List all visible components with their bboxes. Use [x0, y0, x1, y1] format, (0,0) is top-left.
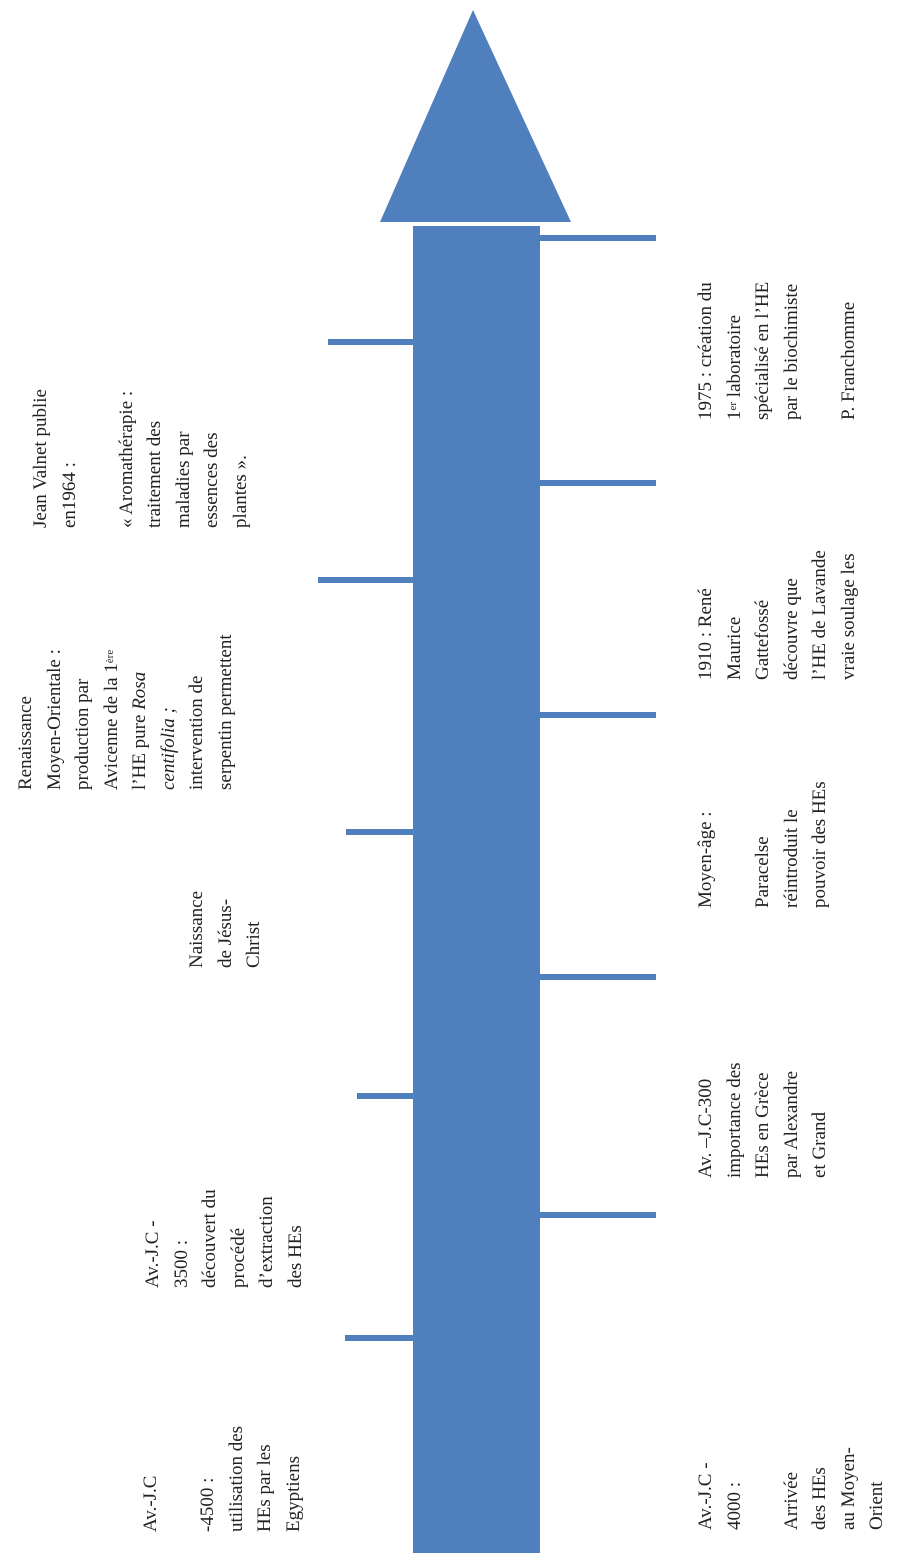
event-1975-spacer [806, 215, 835, 420]
event-valnet-line7: plantes ». [229, 455, 251, 528]
timeline-arrow-shaft [413, 226, 540, 1553]
event-moyen-age-spacer [721, 708, 750, 908]
event-renaissance-line5: l’HE pure Rosa [129, 671, 150, 790]
event-label-valnet: Jean Valnet publie en1964 : « Aromathéra… [27, 323, 287, 528]
event-1910-line1: 1910 : René [695, 588, 716, 680]
event-renaissance-line8: serpentin permettent [214, 634, 236, 790]
event-3500-line2: 3500 : [170, 1239, 192, 1288]
event-1975-line4: par le biochimiste [780, 283, 802, 420]
event-4000-spacer [749, 1300, 778, 1530]
event-3500-line5: d’extraction [256, 1196, 277, 1288]
event-4500-line1: utilisation des [225, 1425, 247, 1532]
event-valnet-line4: traitement des [144, 420, 165, 528]
event-300-line1: Av. –J.C-300 [695, 1078, 716, 1178]
event-3500-line4: procédé [227, 1227, 249, 1288]
event-label-renaissance: Renaissance Moyen-Orientale : production… [12, 590, 274, 790]
event-naissance-line1: Naissance [186, 890, 207, 968]
event-300-line3: HEs en Grèce [752, 1072, 773, 1178]
event-3500-line6: des HEs [284, 1225, 306, 1288]
event-3500-line3: découvert du [199, 1189, 220, 1288]
event-label-1975: 1975 : création du 1er laboratoire spéci… [692, 215, 877, 420]
event-valnet-line6: essences des [201, 432, 222, 529]
event-naissance-line2: de Jésus- [214, 898, 236, 968]
event-4500-line3: Egyptiens [282, 1456, 304, 1532]
event-naissance-line3: Christ [243, 921, 264, 968]
event-4500-line2: HEs par les [254, 1444, 275, 1532]
event-renaissance-line3: production par [72, 678, 93, 790]
event-4500-year: -4500 : [197, 1477, 218, 1532]
event-1910-line6: vraie soulage les [837, 553, 859, 680]
event-1975-line1: 1975 : création du [695, 282, 716, 420]
event-label-4000: Av.-J.C - 4000 : Arrivée des HEs au Moye… [692, 1300, 887, 1530]
event-moyen-age-line3: réintroduit le [780, 809, 802, 908]
event-1975-line3: spécialisé en l’HE [752, 281, 773, 420]
event-1910-line3: Gattefossé [752, 599, 773, 680]
event-valnet-spacer [84, 323, 113, 528]
event-4500-era: Av.-J.C [140, 1475, 161, 1532]
event-renaissance-line4: Avicenne de la 1ère [100, 649, 122, 790]
event-renaissance-line6: centifolia ; [157, 707, 179, 790]
event-valnet-line3: « Aromathérapie : [115, 390, 137, 528]
event-valnet-line2: en1964 : [58, 462, 80, 528]
event-4000-line6: Orient [866, 1481, 887, 1530]
event-4000-line2: 4000 : [723, 1481, 745, 1530]
event-1910-line4: découvre que [780, 578, 802, 680]
event-1975-line5: P. Franchomme [837, 301, 859, 420]
event-label-300: Av. –J.C-300 importance des HEs en Grèce… [692, 963, 842, 1178]
event-renaissance-line2: Moyen-Orientale : [43, 649, 65, 790]
event-valnet-line1: Jean Valnet publie [30, 389, 51, 528]
event-1910-line5: l’HE de Lavande [809, 550, 830, 680]
event-4000-line3: Arrivée [780, 1471, 802, 1530]
event-4000-line4: des HEs [809, 1467, 830, 1530]
event-1975-line2: 1er laboratoire [723, 314, 745, 420]
event-3500-line1: Av.-J.C - [142, 1220, 163, 1288]
event-4000-line5: au Moyen- [837, 1447, 859, 1530]
event-label-3500: Av.-J.C - 3500 : découvert du procédé d’… [139, 1083, 319, 1288]
event-300-line2: importance des [723, 1062, 745, 1178]
event-label-moyen-age: Moyen-âge : Paracelse réintroduit le pou… [692, 708, 842, 908]
event-moyen-age-line1: Moyen-âge : [695, 811, 716, 908]
event-4000-line1: Av.-J.C - [695, 1462, 716, 1530]
event-300-line5: et Grand [809, 1112, 830, 1178]
event-renaissance-line1: Renaissance [15, 696, 36, 790]
event-1910-line2: Maurice [723, 616, 745, 680]
event-valnet-line5: maladies par [172, 431, 194, 528]
timeline-arrow-head [380, 10, 571, 222]
event-renaissance-line7: intervention de [186, 675, 207, 791]
event-4500-spacer [166, 1332, 195, 1532]
event-label-naissance: Naissance de Jésus- Christ [183, 838, 273, 968]
event-label-1910: 1910 : René Maurice Gattefossé découvre … [692, 478, 872, 680]
event-moyen-age-line4: pouvoir des HEs [809, 781, 830, 908]
event-moyen-age-line2: Paracelse [752, 836, 773, 908]
event-300-line4: par Alexandre [780, 1070, 802, 1178]
event-label-4500: Av.-J.C -4500 : utilisation des HEs par … [137, 1332, 332, 1532]
